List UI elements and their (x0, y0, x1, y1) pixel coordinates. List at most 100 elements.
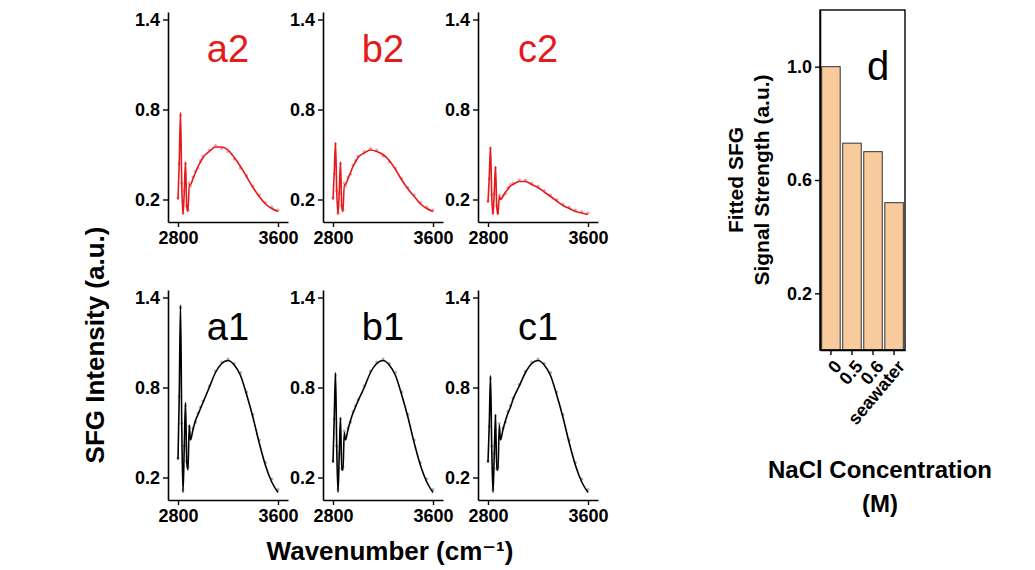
x-axis-tick-mark (278, 222, 279, 227)
x-axis-tick-label: 2800 (313, 228, 353, 248)
y-axis-tick: 1.4 (290, 10, 323, 30)
bar (843, 143, 862, 350)
y-axis-tick: 0.8 (290, 378, 323, 398)
x-axis-tick-mark (433, 500, 434, 505)
plot-marks (486, 147, 589, 215)
plot-frame (820, 10, 905, 350)
x-axis-line (821, 350, 906, 352)
x-axis-tick-label: seawater (844, 357, 909, 429)
y-axis-title: Fitted SFG (724, 127, 747, 233)
x-axis: 2800 3600 (468, 500, 608, 526)
x-axis-tick-label: 3600 (413, 506, 453, 526)
y-axis-tick: 0.2 (290, 190, 323, 210)
y-axis-tick: 1.0 (787, 57, 820, 77)
y-axis-tick-mark (163, 477, 168, 478)
y-axis-line (168, 291, 170, 501)
x-axis-tick-mark (333, 222, 334, 227)
x-axis-tick-mark (433, 222, 434, 227)
x-axis-tick-label: 3600 (258, 228, 298, 248)
y-axis-line (478, 13, 480, 223)
x-axis-tick-label: 2800 (468, 506, 508, 526)
y-axis-tick-mark (318, 477, 323, 478)
x-axis-tick-mark (893, 350, 894, 355)
x-axis-tick-label: 2800 (158, 506, 198, 526)
panel-label: d (867, 44, 889, 88)
figure: 280036000.20.81.4a2280036000.20.81.4b228… (0, 0, 1035, 570)
plot-marks (176, 113, 279, 215)
x-axis-tick-mark (830, 350, 831, 355)
x-axis-title: NaCl Concentration (768, 456, 992, 483)
y-axis-tick-mark (163, 19, 168, 20)
x-axis-tick: 2800 (468, 500, 508, 526)
x-axis-tick-label: 3600 (568, 506, 608, 526)
y-axis-tick-label: 0.2 (290, 190, 315, 210)
x-axis-tick: seawater (844, 350, 909, 428)
fit-line (333, 143, 433, 215)
y-axis-tick-mark (318, 387, 323, 388)
x-axis-tick: 3600 (568, 500, 608, 526)
plot-marks (822, 67, 904, 350)
y-axis-tick-label: 1.4 (290, 10, 315, 30)
y-axis-tick: 0.8 (445, 100, 478, 120)
y-axis-tick-label: 0.2 (135, 190, 160, 210)
x-axis-tick-mark (333, 500, 334, 505)
x-axis: 28003600 (468, 222, 608, 248)
x-axis-tick-mark (488, 222, 489, 227)
x-axis-tick-label: 2800 (313, 506, 353, 526)
y-axis-tick-label: 0.8 (135, 378, 160, 398)
y-axis-tick: 1.4 (445, 10, 478, 30)
spectrum-panel: 280036000.20.81.4c2 (445, 10, 609, 248)
x-axis-tick-mark (278, 500, 279, 505)
y-axis-tick-mark (473, 19, 478, 20)
y-axis-tick-mark (473, 297, 478, 298)
y-axis: 0.2 0.8 1.4 (135, 10, 169, 223)
spectrum-panel: 280036000.20.81.4b1 (290, 288, 454, 526)
bar (822, 67, 841, 350)
x-axis: 2800 3600 (313, 500, 453, 526)
shared-x-axis-title: Wavenumber (cm⁻¹) (267, 536, 514, 566)
x-axis-tick-mark (488, 500, 489, 505)
x-axis-tick: 2800 (158, 500, 198, 526)
x-axis-line (169, 500, 289, 502)
spectrum-panel: 280036000.20.81.4a2 (135, 10, 299, 248)
y-axis-tick-label: 0.8 (445, 100, 470, 120)
fit-line (488, 147, 588, 215)
fit-line (178, 305, 278, 493)
y-axis-tick: 0.8 (135, 100, 168, 120)
y-axis-tick-label: 0.2 (787, 284, 812, 304)
x-axis-tick-label: 3600 (258, 506, 298, 526)
x-axis-tick-label: 3600 (413, 228, 453, 248)
x-axis-tick: 3600 (413, 500, 453, 526)
x-axis: 00.50.6seawater (821, 350, 909, 428)
y-axis-tick-mark (318, 199, 323, 200)
y-axis: 0.20.81.4 (290, 10, 324, 223)
spectrum-panel: 280036000.20.81.4c1 (445, 288, 609, 526)
y-axis-line (323, 291, 325, 501)
x-axis-tick-label: 3600 (568, 228, 608, 248)
x-axis-line (479, 500, 599, 502)
x-axis: 2800 3600 (313, 222, 453, 248)
panel-label: c2 (518, 28, 558, 70)
spectrum-panel: 280036000.20.81.4a1 (135, 288, 299, 526)
y-axis-tick-mark (163, 387, 168, 388)
y-axis-tick-mark (318, 297, 323, 298)
y-axis: 0.20.81.4 (445, 288, 479, 501)
bar (864, 152, 883, 350)
x-axis-tick: 3600 (568, 222, 608, 248)
x-axis-title: (M) (862, 490, 898, 517)
y-axis-tick-label: 1.4 (135, 10, 160, 30)
x-axis: 2800 3600 (158, 500, 298, 526)
y-axis-tick: 1.4 (290, 288, 323, 308)
y-axis-tick-mark (163, 109, 168, 110)
plot-marks (331, 357, 434, 492)
y-axis: 0.20.81.4 (135, 288, 169, 501)
y-axis-tick-mark (473, 199, 478, 200)
x-axis-tick: 3600 (258, 222, 298, 248)
y-axis-tick: 0.2 (445, 468, 478, 488)
y-axis-tick: 0.2 (135, 468, 168, 488)
y-axis-tick: 0.8 (445, 378, 478, 398)
x-axis-line (479, 222, 599, 224)
y-axis-line (168, 13, 170, 223)
x-axis-tick-label: 2800 (158, 228, 198, 248)
y-axis-tick-mark (473, 109, 478, 110)
